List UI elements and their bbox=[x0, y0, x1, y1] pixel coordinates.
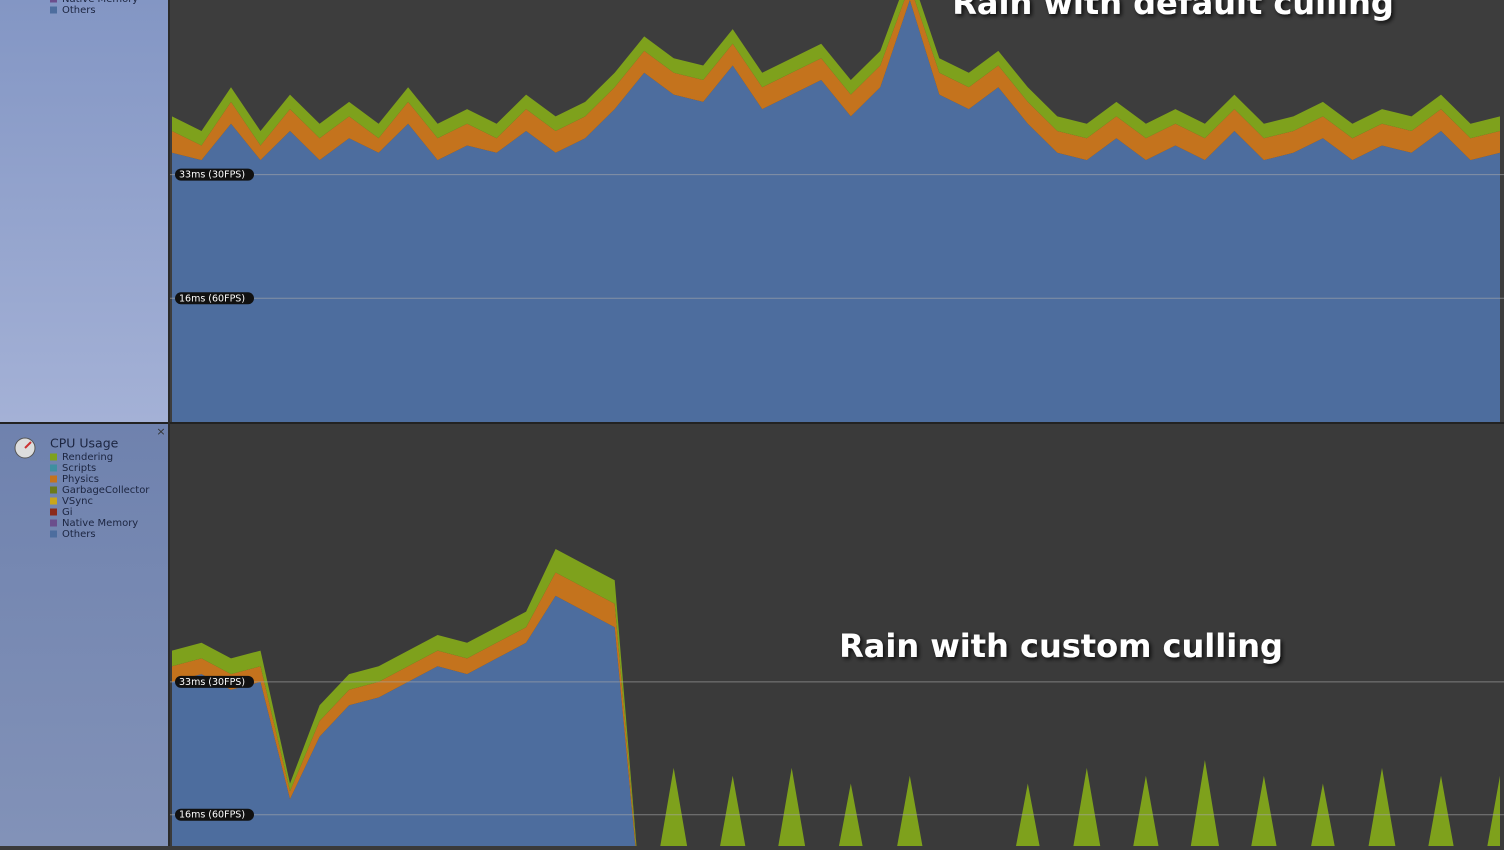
legend-swatch bbox=[50, 464, 57, 472]
legend-swatch bbox=[50, 519, 57, 527]
legend-swatch bbox=[50, 508, 57, 516]
close-button[interactable]: × bbox=[156, 425, 165, 438]
legend-label: Native Memory bbox=[62, 518, 138, 529]
legend-label: VSync bbox=[62, 496, 93, 507]
ref-label-bg bbox=[175, 168, 254, 181]
module-title: CPU Usage bbox=[50, 436, 119, 451]
side-panel bbox=[0, 424, 170, 846]
legend-label: Native Memory bbox=[62, 0, 138, 5]
legend-label: Scripts bbox=[62, 463, 96, 474]
area-rendering bbox=[172, 0, 1500, 146]
legend-swatch bbox=[50, 453, 57, 461]
ref-label: 33ms (30FPS) bbox=[179, 170, 245, 181]
caption: Rain with default culling bbox=[952, 0, 1394, 22]
ref-label-bg bbox=[175, 808, 254, 821]
legend-label: Gi bbox=[62, 507, 73, 518]
side-panel bbox=[0, 0, 170, 422]
area-others bbox=[172, 595, 1500, 846]
area-physics bbox=[172, 572, 636, 846]
ref-label: 16ms (60FPS) bbox=[179, 293, 245, 304]
legend-swatch bbox=[50, 0, 57, 3]
ref-label-bg bbox=[175, 292, 254, 305]
legend-label: Physics bbox=[62, 474, 99, 485]
legend-swatch bbox=[50, 6, 57, 14]
graph bbox=[172, 549, 1500, 846]
legend-swatch bbox=[50, 475, 57, 483]
profiler-icon bbox=[14, 437, 36, 459]
area-others bbox=[172, 0, 1500, 422]
legend-label: Others bbox=[62, 5, 96, 16]
area-physics bbox=[172, 0, 1500, 161]
legend-label: GarbageCollector bbox=[62, 485, 150, 496]
legend-swatch bbox=[50, 486, 57, 494]
caption: Rain with custom culling bbox=[839, 627, 1283, 665]
ref-label: 33ms (30FPS) bbox=[179, 677, 245, 688]
ref-label: 16ms (60FPS) bbox=[179, 810, 245, 821]
legend-swatch bbox=[50, 497, 57, 505]
legend-label: Rendering bbox=[62, 452, 113, 463]
legend-label: Others bbox=[62, 529, 96, 540]
graph bbox=[172, 0, 1500, 422]
ref-label-bg bbox=[175, 675, 254, 688]
legend-swatch bbox=[50, 530, 57, 538]
